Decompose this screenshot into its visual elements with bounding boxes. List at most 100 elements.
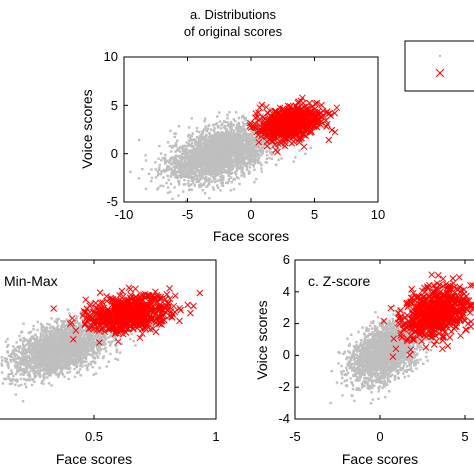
gray-data-point xyxy=(195,180,198,184)
gray-data-point xyxy=(180,159,183,162)
gray-data-point xyxy=(79,368,82,371)
gray-data-point xyxy=(29,352,32,355)
red-data-point xyxy=(325,136,333,144)
gray-data-point xyxy=(198,130,201,134)
gray-data-point xyxy=(228,146,231,149)
red-data-point xyxy=(263,103,270,111)
gray-data-point xyxy=(69,316,72,319)
gray-data-point xyxy=(212,133,216,137)
gray-data-point xyxy=(204,141,207,144)
gray-data-point xyxy=(50,317,53,320)
gray-data-point xyxy=(109,352,112,356)
gray-data-point xyxy=(112,335,115,338)
gray-data-point xyxy=(252,154,256,158)
gray-data-point xyxy=(199,182,202,186)
gray-data-point xyxy=(19,339,22,342)
gray-data-point xyxy=(222,160,225,163)
gray-data-point xyxy=(204,179,207,182)
gray-data-point xyxy=(226,124,229,128)
gray-data-point xyxy=(14,383,17,386)
gray-data-point xyxy=(206,144,210,148)
gray-data-point xyxy=(198,152,202,156)
gray-data-point xyxy=(185,149,189,152)
gray-data-point xyxy=(237,150,240,153)
gray-data-point xyxy=(187,142,190,146)
gray-data-point xyxy=(225,171,229,174)
gray-data-point xyxy=(223,161,227,164)
gray-data-point xyxy=(166,165,169,168)
gray-data-point xyxy=(46,361,49,364)
gray-data-point xyxy=(250,134,254,137)
gray-data-point xyxy=(156,188,159,191)
gray-data-point xyxy=(57,317,60,321)
gray-data-point xyxy=(218,144,221,147)
gray-data-point xyxy=(20,351,23,355)
gray-data-point xyxy=(173,167,177,170)
gray-data-point xyxy=(195,169,198,172)
red-data-point xyxy=(268,138,276,145)
gray-data-point xyxy=(225,158,228,162)
gray-data-point xyxy=(209,157,212,160)
gray-data-point xyxy=(261,145,264,149)
gray-data-point xyxy=(226,132,229,135)
gray-data-point xyxy=(207,156,211,159)
gray-data-point xyxy=(189,175,192,178)
gray-data-point xyxy=(253,150,256,153)
gray-data-point xyxy=(164,159,168,162)
gray-data-point xyxy=(229,134,232,137)
gray-data-point xyxy=(243,117,246,121)
gray-data-point xyxy=(182,171,185,174)
gray-data-point xyxy=(249,143,253,146)
gray-data-point xyxy=(241,161,244,164)
gray-data-point xyxy=(177,180,181,183)
red-data-point xyxy=(268,117,276,124)
gray-data-point xyxy=(171,156,174,159)
gray-data-point xyxy=(240,171,243,174)
gray-data-point xyxy=(220,141,224,145)
gray-data-point xyxy=(230,160,233,164)
gray-data-point xyxy=(304,152,307,156)
gray-data-point xyxy=(202,151,205,155)
gray-data-point xyxy=(208,197,211,200)
gray-data-point xyxy=(179,146,182,149)
gray-data-point xyxy=(176,176,179,180)
gray-data-point xyxy=(242,116,245,119)
gray-data-point xyxy=(49,364,52,368)
gray-data-point xyxy=(245,156,248,160)
gray-data-point xyxy=(271,152,275,155)
gray-data-point xyxy=(205,185,208,188)
gray-data-point xyxy=(223,134,226,137)
gray-data-point xyxy=(206,148,210,151)
gray-data-point xyxy=(174,157,177,160)
gray-data-point xyxy=(207,124,210,128)
red-data-point xyxy=(286,106,293,114)
gray-data-point xyxy=(247,146,251,149)
gray-data-point xyxy=(22,372,25,375)
gray-data-point xyxy=(244,137,247,140)
gray-data-point xyxy=(226,161,229,164)
gray-data-point xyxy=(214,180,217,184)
gray-data-point xyxy=(58,372,61,375)
gray-data-point xyxy=(103,343,106,347)
gray-data-point xyxy=(222,135,225,138)
gray-data-point xyxy=(201,189,204,192)
red-data-point xyxy=(252,110,260,117)
gray-data-point xyxy=(25,343,28,347)
gray-data-point xyxy=(217,158,220,161)
gray-data-point xyxy=(249,152,253,155)
gray-data-point xyxy=(157,168,161,171)
gray-data-point xyxy=(114,335,117,338)
gray-data-point xyxy=(162,176,165,179)
red-data-point xyxy=(270,125,278,132)
gray-data-point xyxy=(80,331,84,334)
gray-data-point xyxy=(205,146,208,149)
gray-data-point xyxy=(232,158,235,162)
gray-data-point xyxy=(208,182,211,186)
red-data-point xyxy=(259,114,267,121)
gray-data-point xyxy=(35,336,39,339)
gray-data-point xyxy=(79,311,82,314)
gray-data-point xyxy=(63,320,67,323)
gray-data-point xyxy=(227,151,230,154)
gray-data-point xyxy=(235,149,238,153)
gray-data-point xyxy=(190,138,193,142)
